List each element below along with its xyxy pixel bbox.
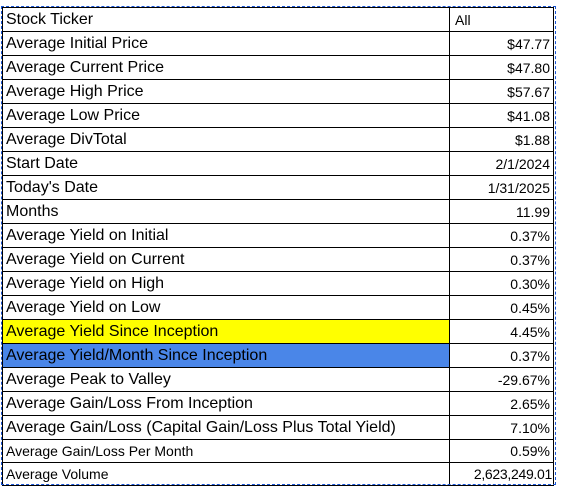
cell-value[interactable]: $41.08 bbox=[449, 103, 554, 128]
cell-value[interactable]: $57.67 bbox=[449, 79, 554, 104]
cell-label[interactable]: Average High Price bbox=[2, 79, 450, 104]
table-row: Average High Price $57.67 bbox=[2, 79, 554, 104]
cell-label[interactable]: Average Gain/Loss From Inception bbox=[2, 391, 450, 416]
cell-label[interactable]: Stock Ticker bbox=[2, 7, 450, 32]
table-row: Average DivTotal $1.88 bbox=[2, 127, 554, 152]
cell-label[interactable]: Months bbox=[2, 199, 450, 224]
cell-label[interactable]: Average Yield on High bbox=[2, 271, 450, 296]
cell-label[interactable]: Average Yield Since Inception bbox=[2, 319, 450, 344]
cell-value[interactable]: -29.67% bbox=[449, 367, 554, 392]
cell-value[interactable]: 2,623,249.01 bbox=[449, 462, 554, 486]
table-row: Average Yield on Current 0.37% bbox=[2, 247, 554, 272]
cell-label[interactable]: Average Gain/Loss (Capital Gain/Loss Plu… bbox=[2, 415, 450, 440]
cell-value[interactable]: 7.10% bbox=[449, 415, 554, 440]
cell-value[interactable]: 2.65% bbox=[449, 391, 554, 416]
cell-label[interactable]: Average DivTotal bbox=[2, 127, 450, 152]
table-row: Start Date 2/1/2024 bbox=[2, 151, 554, 176]
cell-value[interactable]: 0.37% bbox=[449, 223, 554, 248]
cell-label[interactable]: Start Date bbox=[2, 151, 450, 176]
cell-label[interactable]: Average Low Price bbox=[2, 103, 450, 128]
cell-value[interactable]: 0.59% bbox=[449, 439, 554, 463]
table-row: Average Gain/Loss Per Month 0.59% bbox=[2, 439, 554, 463]
cell-value[interactable]: $47.77 bbox=[449, 31, 554, 56]
table-row-highlighted: Average Yield Since Inception 4.45% bbox=[2, 319, 554, 344]
table-row: Average Low Price $41.08 bbox=[2, 103, 554, 128]
cell-value[interactable]: 0.37% bbox=[449, 343, 554, 368]
cell-label[interactable]: Average Gain/Loss Per Month bbox=[2, 439, 450, 463]
cell-value[interactable]: 11.99 bbox=[449, 199, 554, 224]
cell-value[interactable]: 1/31/2025 bbox=[449, 175, 554, 200]
cell-label[interactable]: Average Initial Price bbox=[2, 31, 450, 56]
table-row: Average Initial Price $47.77 bbox=[2, 31, 554, 56]
cell-label[interactable]: Average Volume bbox=[2, 462, 450, 486]
cell-value[interactable]: $47.80 bbox=[449, 55, 554, 80]
summary-table: Stock Ticker All Average Initial Price $… bbox=[2, 7, 554, 486]
cell-label[interactable]: Average Yield on Initial bbox=[2, 223, 450, 248]
table-row: Today's Date 1/31/2025 bbox=[2, 175, 554, 200]
table-row-highlighted: Average Yield/Month Since Inception 0.37… bbox=[2, 343, 554, 368]
cell-label[interactable]: Average Current Price bbox=[2, 55, 450, 80]
cell-value[interactable]: 0.37% bbox=[449, 247, 554, 272]
cell-value[interactable]: 2/1/2024 bbox=[449, 151, 554, 176]
cell-label[interactable]: Average Yield on Low bbox=[2, 295, 450, 320]
cell-value[interactable]: $1.88 bbox=[449, 127, 554, 152]
table-row: Average Yield on Initial 0.37% bbox=[2, 223, 554, 248]
table-row: Average Current Price $47.80 bbox=[2, 55, 554, 80]
table-row: Average Yield on Low 0.45% bbox=[2, 295, 554, 320]
table-row: Average Gain/Loss From Inception 2.65% bbox=[2, 391, 554, 416]
table-row: Stock Ticker All bbox=[2, 7, 554, 32]
table-row: Average Volume 2,623,249.01 bbox=[2, 462, 554, 486]
table-row: Average Peak to Valley -29.67% bbox=[2, 367, 554, 392]
cell-value[interactable]: All bbox=[449, 7, 554, 32]
cell-value[interactable]: 0.45% bbox=[449, 295, 554, 320]
table-row: Months 11.99 bbox=[2, 199, 554, 224]
cell-label[interactable]: Average Peak to Valley bbox=[2, 367, 450, 392]
cell-value[interactable]: 0.30% bbox=[449, 271, 554, 296]
cell-label[interactable]: Average Yield on Current bbox=[2, 247, 450, 272]
cell-label[interactable]: Average Yield/Month Since Inception bbox=[2, 343, 450, 368]
cell-value[interactable]: 4.45% bbox=[449, 319, 554, 344]
cell-label[interactable]: Today's Date bbox=[2, 175, 450, 200]
table-row: Average Yield on High 0.30% bbox=[2, 271, 554, 296]
table-row: Average Gain/Loss (Capital Gain/Loss Plu… bbox=[2, 415, 554, 440]
